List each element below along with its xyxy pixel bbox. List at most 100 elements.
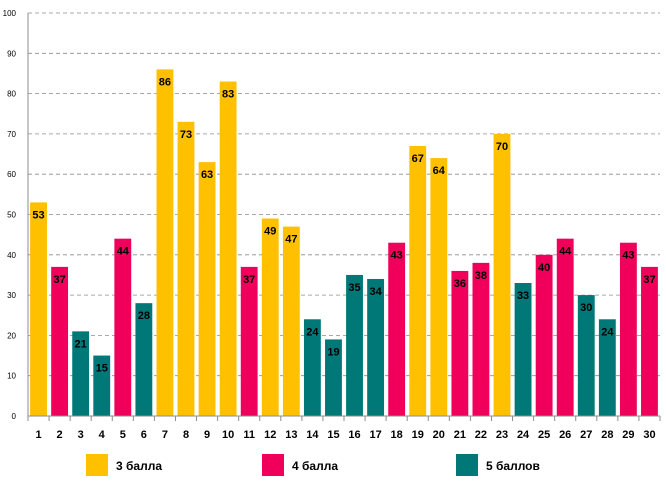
x-tick-label: 30 (643, 429, 655, 441)
bar (472, 262, 490, 416)
bar (114, 238, 132, 416)
data-label: 63 (201, 169, 213, 181)
legend-swatch (86, 454, 108, 476)
data-label: 38 (475, 270, 487, 282)
bar (177, 121, 195, 416)
data-label: 70 (496, 141, 508, 153)
y-tick-label: 40 (7, 251, 16, 260)
data-label: 37 (53, 274, 65, 286)
y-tick-label: 70 (7, 130, 16, 139)
y-tick-label: 100 (3, 9, 17, 18)
bar (325, 339, 342, 416)
bar (93, 355, 111, 416)
bars: 53 37 21 15 44 28 86 73 63 83 37 49 47 24 19 35 34 43 67 64… (30, 69, 658, 417)
x-tick-label: 21 (454, 429, 466, 441)
x-tick-label: 12 (264, 429, 276, 441)
data-label: 49 (264, 226, 276, 238)
x-tick-label: 16 (348, 429, 360, 441)
bar (641, 266, 658, 416)
data-label: 43 (622, 250, 634, 262)
y-tick-label: 90 (7, 49, 16, 58)
x-tick-label: 24 (517, 429, 530, 441)
data-label: 86 (159, 76, 171, 88)
legend: 3 балла 4 балла 5 баллов (86, 454, 540, 476)
y-axis: 0 10 20 30 40 50 60 70 80 90 100 (3, 9, 29, 421)
data-label: 44 (559, 246, 572, 258)
x-tick-label: 20 (433, 429, 445, 441)
y-tick-label: 10 (7, 372, 16, 381)
data-label: 67 (412, 153, 424, 165)
x-tick-label: 8 (183, 429, 189, 441)
data-label: 24 (601, 326, 614, 338)
legend-label: 5 баллов (486, 459, 540, 473)
x-tick-label: 23 (496, 429, 508, 441)
data-label: 40 (538, 262, 550, 274)
x-tick-label: 3 (78, 429, 84, 441)
data-label: 24 (306, 326, 319, 338)
data-label: 21 (75, 338, 87, 350)
bar (240, 266, 258, 416)
bar (430, 158, 448, 416)
bar (451, 270, 469, 416)
x-tick-label: 15 (327, 429, 339, 441)
x-tick-label: 19 (412, 429, 424, 441)
data-label: 44 (117, 246, 130, 258)
bar (493, 133, 511, 416)
bar (598, 319, 616, 416)
data-label: 35 (348, 282, 360, 294)
y-tick-label: 60 (7, 170, 16, 179)
x-tick-label: 27 (580, 429, 592, 441)
x-tick-label: 1 (35, 429, 41, 441)
x-tick-label: 11 (243, 429, 255, 441)
y-tick-label: 80 (7, 90, 16, 99)
data-label: 47 (285, 234, 297, 246)
data-label: 37 (643, 274, 655, 286)
legend-label: 4 балла (292, 459, 338, 473)
bar (261, 218, 279, 416)
y-tick-label: 50 (7, 211, 16, 220)
x-tick-label: 10 (222, 429, 234, 441)
legend-label: 3 балла (116, 459, 162, 473)
y-tick-label: 0 (12, 412, 17, 421)
x-axis: 1 2 3 4 5 6 7 8 9 10 11 12 13 14 15 16 17 18 19 20 21 22 23 24 2… (27, 415, 661, 441)
x-tick-label: 7 (162, 429, 168, 441)
gridlines (28, 12, 660, 377)
bar (619, 242, 637, 416)
data-label: 30 (580, 302, 592, 314)
data-label: 15 (96, 363, 108, 375)
data-label: 83 (222, 89, 234, 101)
bar (367, 278, 385, 416)
data-label: 73 (180, 129, 192, 141)
bar (156, 69, 174, 417)
bar (346, 274, 363, 416)
data-label: 43 (391, 250, 403, 262)
data-label: 37 (243, 274, 255, 286)
bar (135, 303, 153, 416)
x-tick-label: 9 (204, 429, 210, 441)
bar (282, 226, 300, 416)
legend-swatch (456, 454, 478, 476)
bar (556, 238, 574, 416)
y-tick-label: 20 (7, 331, 16, 340)
y-tick-label: 30 (7, 291, 16, 300)
x-tick-label: 17 (369, 429, 381, 441)
data-label: 64 (433, 165, 446, 177)
data-label: 28 (138, 310, 150, 322)
legend-swatch (262, 454, 284, 476)
x-tick-label: 18 (391, 429, 403, 441)
x-tick-label: 29 (622, 429, 634, 441)
bar (30, 202, 47, 416)
data-label: 19 (327, 346, 339, 358)
bar (51, 266, 69, 416)
bar (535, 254, 553, 416)
x-tick-label: 14 (306, 429, 319, 441)
bar (219, 81, 237, 416)
bar (198, 162, 216, 416)
bar (409, 145, 427, 417)
x-tick-label: 5 (120, 429, 126, 441)
x-tick-label: 22 (475, 429, 487, 441)
x-tick-label: 4 (99, 429, 106, 441)
x-tick-label: 13 (285, 429, 297, 441)
data-label: 33 (517, 290, 529, 302)
